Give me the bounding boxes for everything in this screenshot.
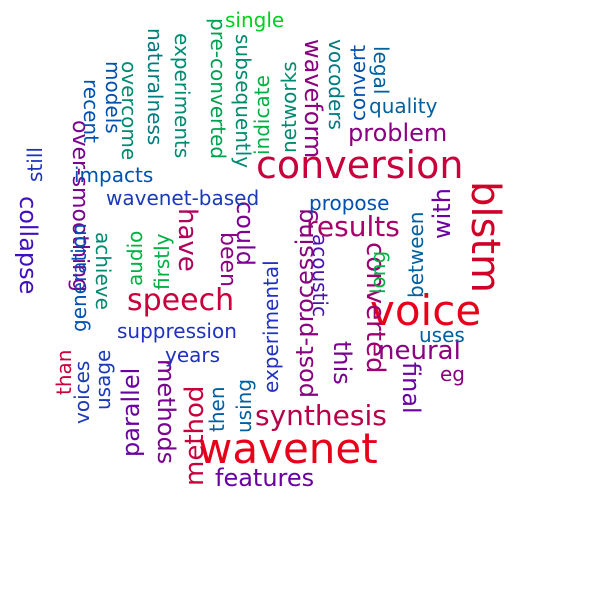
word-still: still: [23, 147, 47, 182]
word-features: features: [215, 464, 315, 492]
word-final: final: [397, 362, 425, 414]
word-conversion: conversion: [256, 143, 464, 187]
word-uses: uses: [419, 323, 465, 347]
word-speech: speech: [127, 283, 235, 318]
word-problem: problem: [348, 119, 448, 147]
word-than: than: [52, 349, 76, 395]
word-collapse: collapse: [14, 196, 42, 295]
word-blstm: blstm: [462, 181, 508, 293]
word-with: with: [428, 188, 456, 239]
word-legal: legal: [369, 46, 393, 95]
word-acoustic: acoustic: [308, 234, 332, 317]
word-vocoders: vocoders: [324, 39, 348, 130]
word-wavenet-based: wavenet-based: [106, 186, 260, 210]
word-convert: convert: [346, 44, 370, 121]
word-methods: methods: [152, 359, 180, 465]
word-long: long: [366, 250, 390, 294]
word-quality: quality: [369, 94, 438, 118]
word-voice: voice: [370, 286, 482, 335]
word-achieve: achieve: [91, 232, 115, 310]
word-suppression: suppression: [117, 319, 237, 343]
word-generation: generation: [67, 223, 91, 332]
word-between: between: [404, 211, 428, 298]
word-naturalness: naturalness: [143, 28, 167, 146]
word-networks: networks: [277, 61, 301, 153]
word-single: single: [225, 8, 285, 32]
word-propose: propose: [309, 191, 390, 215]
word-audio: audio: [123, 230, 147, 286]
word-usage: usage: [91, 349, 115, 410]
word-overcome: overcome: [117, 61, 141, 161]
word-waveform: waveform: [299, 39, 327, 159]
word-this: this: [328, 341, 356, 385]
word-firstly: firstly: [150, 233, 174, 290]
word-experimental: experimental: [259, 260, 283, 393]
word-impacts: impacts: [74, 163, 154, 187]
word-indicate: indicate: [250, 75, 274, 155]
word-recent: recent: [79, 79, 103, 143]
word-experiments: experiments: [170, 33, 194, 159]
word-been: been: [215, 232, 240, 287]
word-using: using: [232, 378, 256, 433]
word-then: then: [205, 386, 229, 433]
word-pre-converted: pre-converted: [206, 18, 230, 160]
word-results: results: [306, 210, 400, 243]
word-neural: neural: [378, 336, 461, 366]
word-parallel: parallel: [117, 367, 145, 457]
word-eg: eg: [440, 362, 465, 386]
word-wavenet: wavenet: [198, 424, 378, 473]
word-have: have: [172, 208, 202, 272]
word-synthesis: synthesis: [255, 399, 387, 432]
word-years: years: [165, 343, 221, 367]
